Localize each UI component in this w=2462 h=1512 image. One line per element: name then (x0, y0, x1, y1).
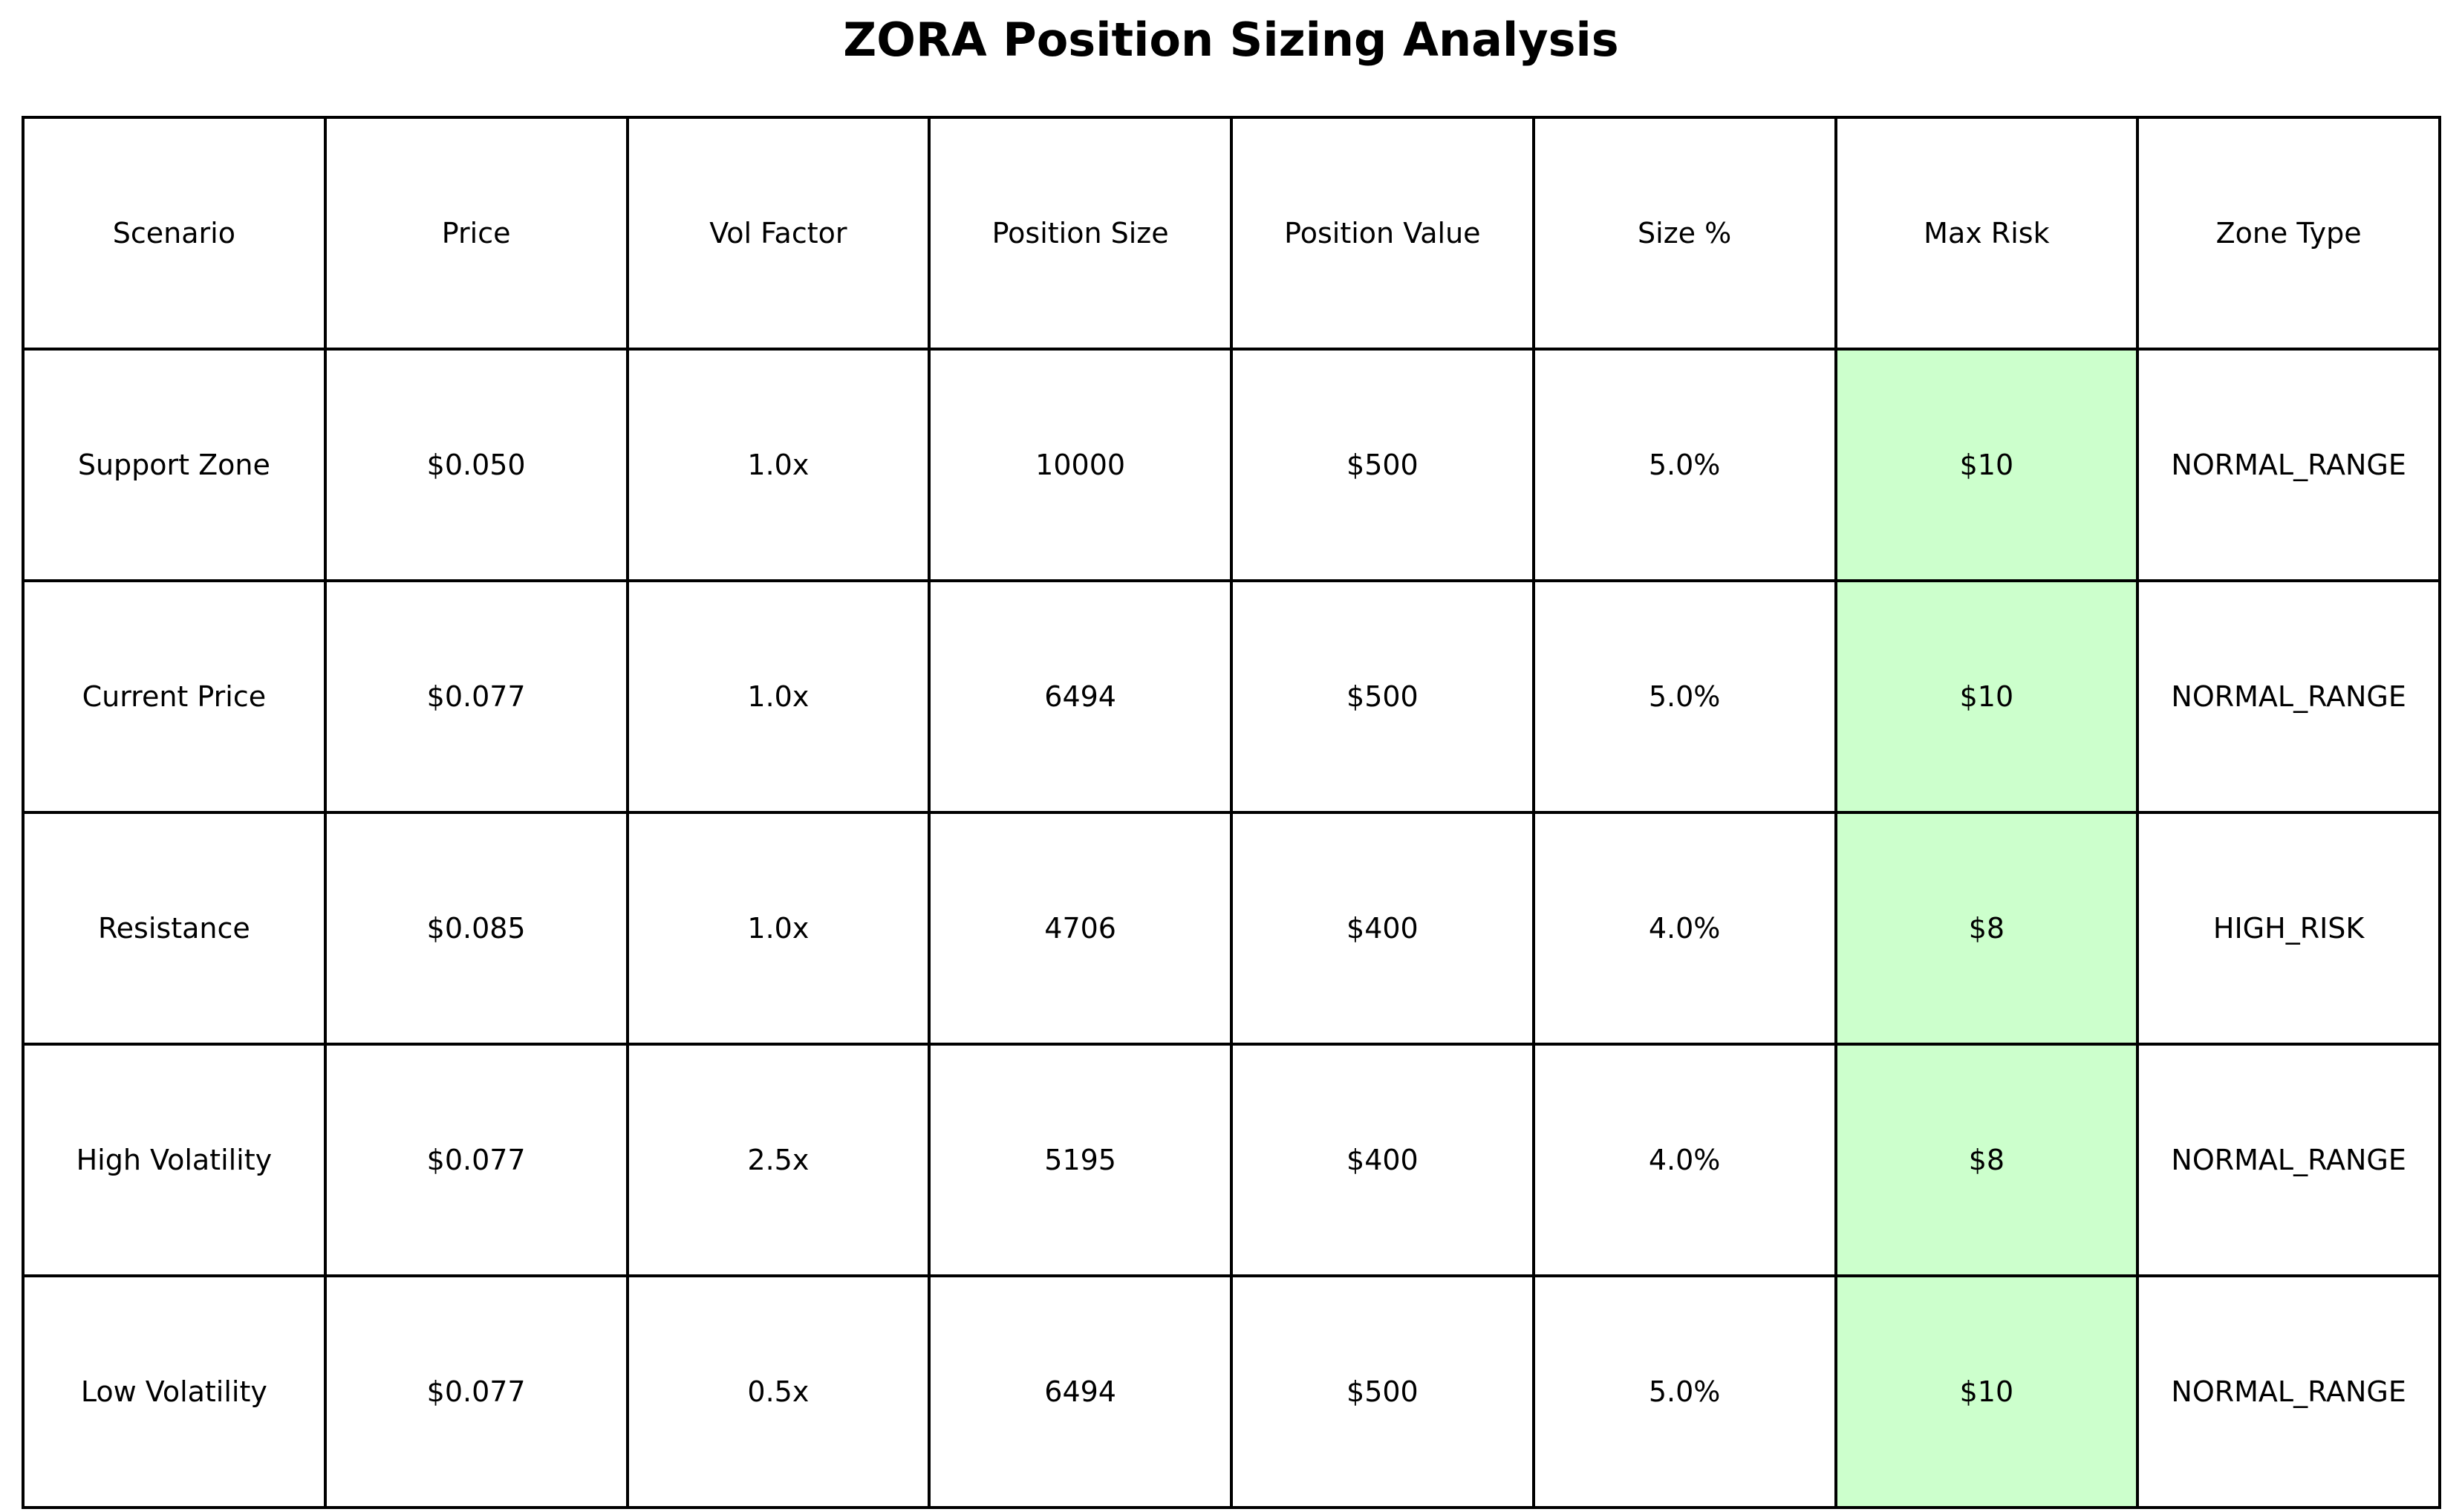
header-cell-zone-type: Zone Type (2136, 116, 2441, 351)
header-row: Scenario Price Vol Factor Position Size … (22, 116, 2441, 351)
cell-size-percent: 5.0% (1531, 579, 1837, 814)
cell-position-size: 5195 (928, 1043, 1233, 1277)
table-row: Low Volatility $0.077 0.5x 6494 $500 5.0… (22, 1274, 2441, 1509)
header-cell-vol-factor: Vol Factor (625, 116, 931, 351)
cell-vol-factor: 2.5x (625, 1043, 931, 1277)
cell-max-risk: $8 (1834, 1043, 2140, 1277)
cell-max-risk: $10 (1834, 348, 2140, 582)
cell-vol-factor: 1.0x (625, 579, 931, 814)
cell-max-risk: $8 (1834, 811, 2140, 1046)
cell-position-value: $500 (1230, 1274, 1535, 1509)
cell-position-value: $500 (1230, 348, 1535, 582)
cell-position-size: 6494 (928, 579, 1233, 814)
cell-zone-type: NORMAL_RANGE (2136, 1043, 2441, 1277)
table-row: High Volatility $0.077 2.5x 5195 $400 4.… (22, 1043, 2441, 1277)
cell-zone-type: NORMAL_RANGE (2136, 579, 2441, 814)
table-row: Resistance $0.085 1.0x 4706 $400 4.0% $8… (22, 811, 2441, 1046)
header-cell-position-size: Position Size (928, 116, 1233, 351)
cell-position-value: $500 (1230, 579, 1535, 814)
cell-max-risk: $10 (1834, 579, 2140, 814)
cell-zone-type: NORMAL_RANGE (2136, 1274, 2441, 1509)
cell-max-risk: $10 (1834, 1274, 2140, 1509)
cell-price: $0.077 (323, 1043, 629, 1277)
cell-price: $0.077 (323, 1274, 629, 1509)
table-row: Support Zone $0.050 1.0x 10000 $500 5.0%… (22, 348, 2441, 582)
cell-scenario: Low Volatility (22, 1274, 327, 1509)
header-cell-position-value: Position Value (1230, 116, 1535, 351)
header-cell-price: Price (323, 116, 629, 351)
cell-price: $0.050 (323, 348, 629, 582)
position-sizing-table: Scenario Price Vol Factor Position Size … (22, 116, 2441, 1509)
header-cell-size-percent: Size % (1531, 116, 1837, 351)
cell-position-value: $400 (1230, 811, 1535, 1046)
chart-title: ZORA Position Sizing Analysis (843, 13, 1619, 67)
cell-vol-factor: 1.0x (625, 348, 931, 582)
cell-position-size: 10000 (928, 348, 1233, 582)
cell-size-percent: 4.0% (1531, 1043, 1837, 1277)
cell-size-percent: 5.0% (1531, 1274, 1837, 1509)
cell-price: $0.085 (323, 811, 629, 1046)
header-cell-scenario: Scenario (22, 116, 327, 351)
cell-position-size: 4706 (928, 811, 1233, 1046)
cell-scenario: Current Price (22, 579, 327, 814)
cell-size-percent: 5.0% (1531, 348, 1837, 582)
cell-scenario: Resistance (22, 811, 327, 1046)
header-cell-max-risk: Max Risk (1834, 116, 2140, 351)
cell-vol-factor: 1.0x (625, 811, 931, 1046)
cell-vol-factor: 0.5x (625, 1274, 931, 1509)
cell-price: $0.077 (323, 579, 629, 814)
position-sizing-table-container: Scenario Price Vol Factor Position Size … (22, 116, 2441, 1509)
cell-position-size: 6494 (928, 1274, 1233, 1509)
cell-size-percent: 4.0% (1531, 811, 1837, 1046)
cell-scenario: High Volatility (22, 1043, 327, 1277)
cell-zone-type: NORMAL_RANGE (2136, 348, 2441, 582)
cell-zone-type: HIGH_RISK (2136, 811, 2441, 1046)
cell-position-value: $400 (1230, 1043, 1535, 1277)
table-row: Current Price $0.077 1.0x 6494 $500 5.0%… (22, 579, 2441, 814)
cell-scenario: Support Zone (22, 348, 327, 582)
